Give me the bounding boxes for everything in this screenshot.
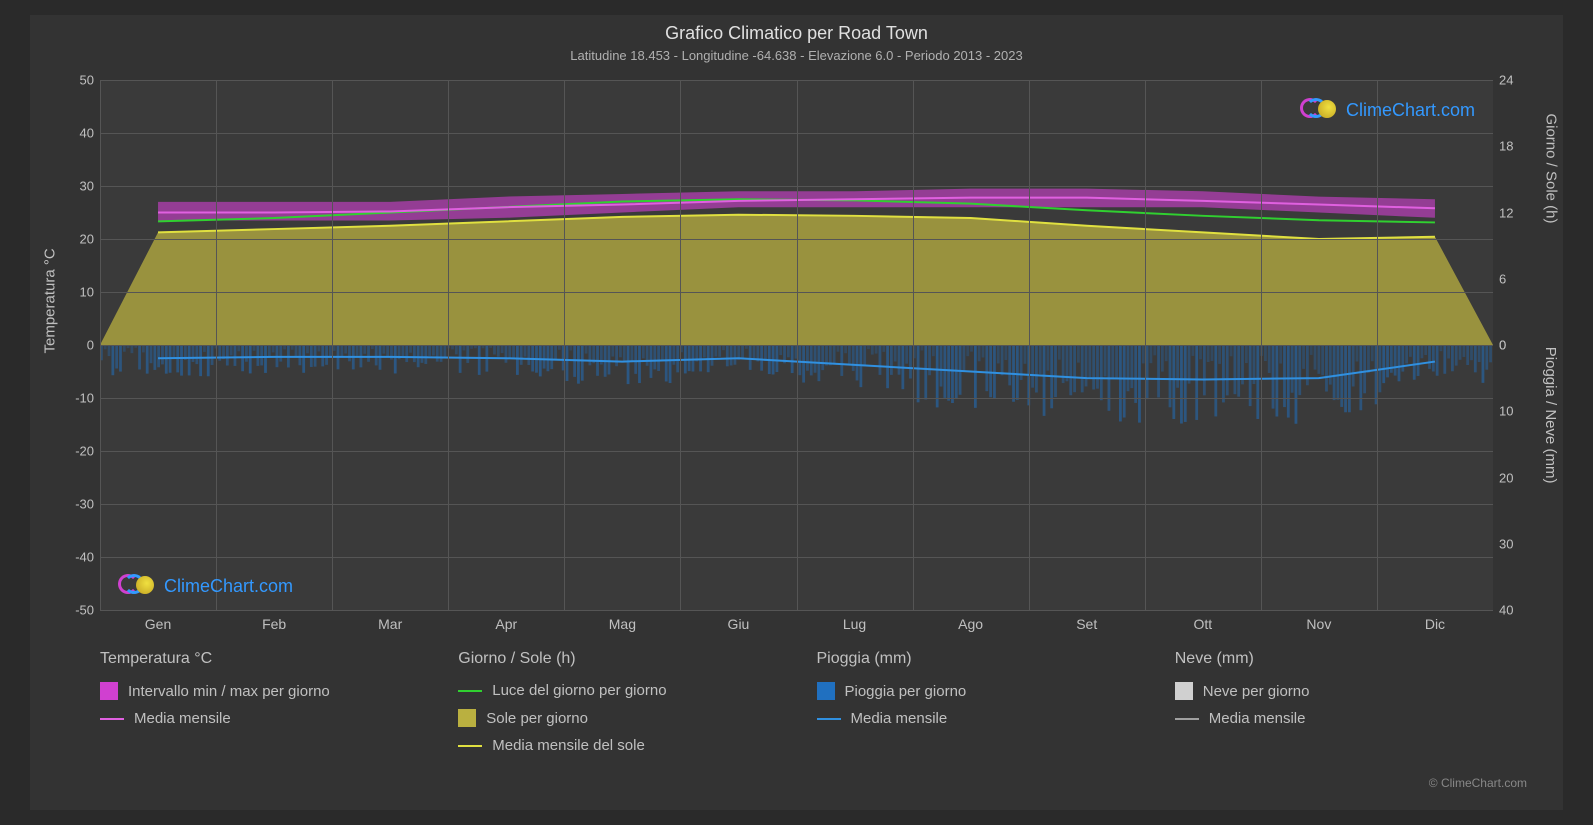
legend-col-rain: Pioggia (mm) Pioggia per giorno Media men… — [817, 650, 1135, 764]
legend-item: Luce del giorno per giorno — [458, 682, 776, 699]
y-tick-left: 0 — [87, 338, 94, 353]
y-tick-left: 10 — [80, 285, 94, 300]
chart-container: Grafico Climatico per Road Town Latitudi… — [30, 15, 1563, 810]
x-tick-month: Mag — [609, 616, 636, 632]
legend-swatch — [458, 745, 482, 747]
legend-label: Sole per giorno — [486, 710, 588, 727]
y-tick-right-top: 6 — [1499, 271, 1506, 286]
y-tick-left: 20 — [80, 232, 94, 247]
legend-label: Media mensile — [851, 710, 948, 727]
y-tick-left: 30 — [80, 179, 94, 194]
y-tick-right-top: 24 — [1499, 73, 1513, 88]
chart-title: Grafico Climatico per Road Town — [30, 15, 1563, 44]
legend-item: Sole per giorno — [458, 709, 776, 727]
legend-label: Media mensile — [134, 710, 231, 727]
x-tick-month: Dic — [1425, 616, 1445, 632]
legend-area: Temperatura °C Intervallo min / max per … — [100, 650, 1493, 764]
legend-swatch — [1175, 682, 1193, 700]
y-tick-left: 40 — [80, 126, 94, 141]
x-tick-month: Set — [1076, 616, 1097, 632]
x-tick-month: Ago — [958, 616, 983, 632]
legend-swatch — [458, 709, 476, 727]
legend-col-sun: Giorno / Sole (h) Luce del giorno per gi… — [458, 650, 776, 764]
legend-item: Media mensile — [1175, 710, 1493, 727]
legend-swatch — [100, 718, 124, 720]
watermark-text: ClimeChart.com — [164, 576, 293, 597]
x-tick-month: Apr — [495, 616, 517, 632]
watermark-text: ClimeChart.com — [1346, 100, 1475, 121]
x-tick-month: Giu — [728, 616, 750, 632]
legend-header: Pioggia (mm) — [817, 650, 1135, 668]
y-tick-right-top: 12 — [1499, 205, 1513, 220]
climechart-logo-icon — [1300, 98, 1340, 122]
legend-swatch — [100, 682, 118, 700]
legend-item: Pioggia per giorno — [817, 682, 1135, 700]
y-tick-left: -40 — [75, 550, 94, 565]
x-tick-month: Ott — [1193, 616, 1212, 632]
climechart-logo-icon — [118, 574, 158, 598]
grid-line — [332, 80, 333, 610]
legend-item: Media mensile — [817, 710, 1135, 727]
y-tick-left: -20 — [75, 444, 94, 459]
x-tick-month: Feb — [262, 616, 286, 632]
y-tick-right-top: 18 — [1499, 139, 1513, 154]
legend-item: Media mensile del sole — [458, 737, 776, 754]
grid-line — [1029, 80, 1030, 610]
legend-label: Luce del giorno per giorno — [492, 682, 666, 699]
grid-line — [797, 80, 798, 610]
grid-line — [1261, 80, 1262, 610]
legend-header: Giorno / Sole (h) — [458, 650, 776, 668]
grid-line — [1377, 80, 1378, 610]
legend-swatch — [817, 682, 835, 700]
y-tick-right-bottom: 0 — [1499, 338, 1506, 353]
legend-header: Neve (mm) — [1175, 650, 1493, 668]
grid-line — [913, 80, 914, 610]
chart-subtitle: Latitudine 18.453 - Longitudine -64.638 … — [30, 44, 1563, 63]
y-tick-right-bottom: 20 — [1499, 470, 1513, 485]
legend-label: Media mensile — [1209, 710, 1306, 727]
legend-label: Intervallo min / max per giorno — [128, 683, 330, 700]
watermark-bottom-left: ClimeChart.com — [118, 574, 293, 598]
grid-line — [100, 80, 101, 610]
y-tick-right-bottom: 10 — [1499, 404, 1513, 419]
x-tick-month: Gen — [145, 616, 171, 632]
legend-swatch — [1175, 718, 1199, 720]
copyright-text: © ClimeChart.com — [1429, 776, 1527, 790]
x-tick-month: Nov — [1306, 616, 1331, 632]
y-tick-left: -10 — [75, 391, 94, 406]
legend-swatch — [458, 690, 482, 692]
y-tick-left: -30 — [75, 497, 94, 512]
legend-header: Temperatura °C — [100, 650, 418, 668]
legend-label: Pioggia per giorno — [845, 683, 967, 700]
grid-line — [100, 610, 1493, 611]
y-tick-left: 50 — [80, 73, 94, 88]
legend-label: Neve per giorno — [1203, 683, 1310, 700]
legend-swatch — [817, 718, 841, 720]
legend-label: Media mensile del sole — [492, 737, 645, 754]
y-tick-right-bottom: 40 — [1499, 603, 1513, 618]
y-tick-left: -50 — [75, 603, 94, 618]
grid-line — [564, 80, 565, 610]
y-axis-right-bottom-title: Pioggia / Neve (mm) — [1543, 347, 1560, 484]
y-tick-right-bottom: 30 — [1499, 536, 1513, 551]
grid-line — [448, 80, 449, 610]
legend-item: Intervallo min / max per giorno — [100, 682, 418, 700]
x-tick-month: Mar — [378, 616, 402, 632]
legend-col-temp: Temperatura °C Intervallo min / max per … — [100, 650, 418, 764]
y-axis-right-top-title: Giorno / Sole (h) — [1543, 113, 1560, 223]
grid-line — [216, 80, 217, 610]
legend-item: Media mensile — [100, 710, 418, 727]
plot-area: -50-40-30-20-100102030405006121824010203… — [100, 80, 1493, 610]
legend-item: Neve per giorno — [1175, 682, 1493, 700]
watermark-top-right: ClimeChart.com — [1300, 98, 1475, 122]
grid-line — [1145, 80, 1146, 610]
legend-col-snow: Neve (mm) Neve per giorno Media mensile — [1175, 650, 1493, 764]
grid-line — [680, 80, 681, 610]
y-axis-left-title: Temperatura °C — [42, 248, 59, 353]
x-tick-month: Lug — [843, 616, 866, 632]
